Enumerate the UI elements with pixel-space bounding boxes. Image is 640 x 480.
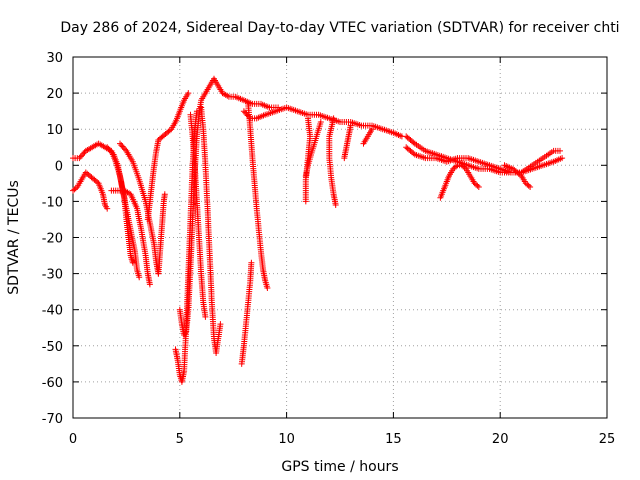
series-arc-15: [302, 115, 314, 205]
axis-ticks: 0 5 10 15 20 25 -70 -60 -50 -40 -30 -20 -10 0 10 20 30: [42, 51, 616, 447]
series-arc-23: [501, 162, 534, 190]
x-tick-label: 20: [492, 432, 509, 447]
data-point: [104, 205, 111, 212]
y-tick-label: -20: [42, 232, 63, 247]
x-tick-label: 5: [176, 432, 184, 447]
data-point: [248, 259, 255, 266]
y-tick-label: -50: [42, 340, 63, 355]
data-point: [360, 140, 367, 147]
x-tick-label: 25: [599, 432, 616, 447]
data-point: [557, 147, 563, 154]
series-arc-16: [302, 119, 324, 180]
y-tick-label: -40: [42, 304, 63, 319]
series-arc-19: [360, 126, 375, 147]
data-point: [527, 184, 534, 190]
data-point: [202, 313, 209, 320]
grid-lines: [73, 57, 607, 418]
data-point: [129, 259, 136, 266]
data-point: [161, 191, 168, 198]
data-point: [185, 90, 192, 97]
series-arc-11: [198, 104, 224, 356]
data-points: [70, 75, 566, 385]
x-axis-label: GPS time / hours: [281, 459, 398, 475]
data-point: [146, 281, 153, 288]
series-arc-7: [155, 191, 168, 277]
series-arc-4: [108, 187, 153, 288]
y-tick-label: -60: [42, 376, 63, 391]
x-tick-label: 0: [69, 432, 77, 447]
series-arc-21: [403, 144, 563, 176]
series-arc-10: [187, 111, 209, 320]
data-point: [217, 321, 224, 328]
data-point: [332, 202, 339, 208]
data-point: [264, 285, 271, 291]
data-point: [474, 182, 481, 189]
y-tick-label: 30: [46, 51, 63, 66]
data-point: [525, 182, 532, 189]
series-arc-12: [238, 259, 255, 367]
series-arc-22: [437, 162, 482, 201]
y-tick-label: -30: [42, 268, 63, 283]
series-arc-1: [70, 169, 111, 212]
data-point: [77, 153, 84, 160]
x-tick-label: 10: [278, 432, 295, 447]
series-arc-5: [117, 140, 162, 277]
plot-frame: [72, 56, 608, 419]
y-tick-label: 20: [46, 87, 63, 102]
y-tick-label: -10: [42, 195, 63, 210]
series-arc-20: [403, 133, 566, 176]
data-point: [136, 274, 143, 281]
series-arc-6: [144, 90, 192, 223]
data-point: [341, 155, 348, 162]
data-point: [302, 198, 309, 205]
series-arc-14: [240, 104, 405, 140]
x-tick-label: 15: [385, 432, 402, 447]
data-point: [302, 173, 309, 180]
data-point: [120, 145, 127, 151]
data-point: [559, 155, 566, 162]
data-point: [108, 148, 114, 155]
data-point: [94, 179, 101, 186]
series-arc-13: [245, 100, 271, 291]
data-point: [475, 184, 482, 190]
data-point: [244, 112, 251, 119]
series-arc-18: [341, 122, 354, 162]
y-axis-label: SDTVAR / TECUs: [6, 180, 22, 295]
y-tick-label: -70: [42, 412, 63, 427]
y-tick-label: 10: [46, 123, 63, 138]
y-tick-label: 0: [55, 159, 63, 174]
series-arc-17: [326, 115, 339, 208]
chart-title: Day 286 of 2024, Sidereal Day-to-day VTE…: [60, 20, 619, 36]
data-point: [453, 163, 460, 170]
